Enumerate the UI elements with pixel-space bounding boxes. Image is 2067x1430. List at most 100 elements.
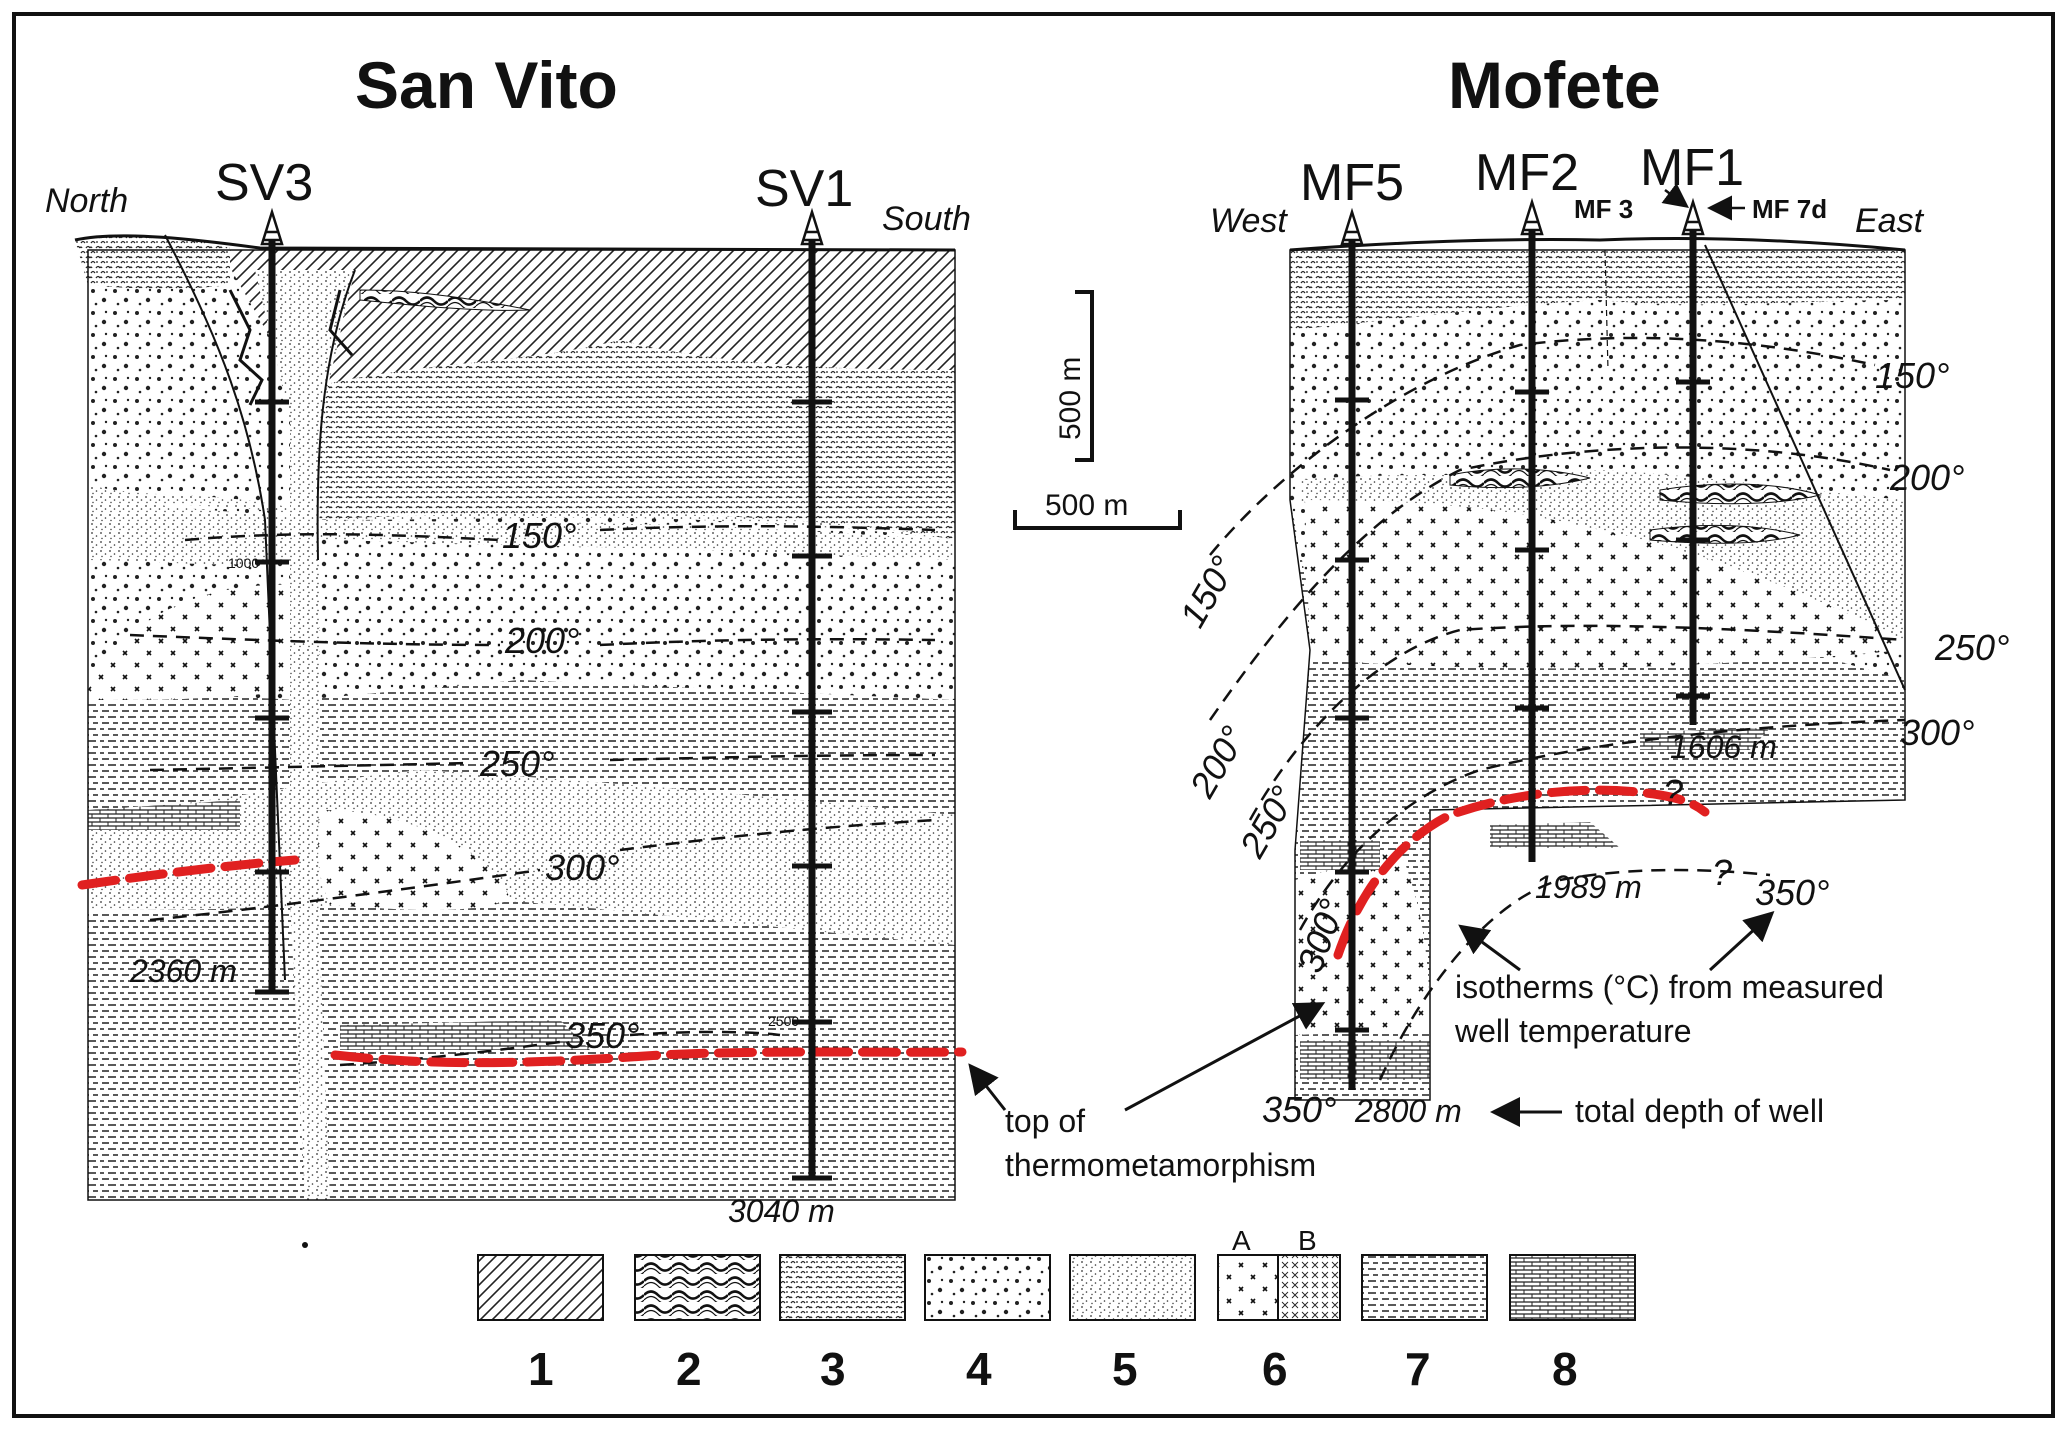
mf-isotherm-150-left: 150° — [1171, 549, 1244, 634]
mf-layer-8-band-a — [1300, 840, 1380, 870]
mf7d-inclined-well — [1704, 244, 1906, 691]
mf1-derrick-icon — [1681, 197, 1705, 236]
mf-isotherm-150-line — [1209, 336, 1876, 556]
mf-isotherm-200-left: 200° — [1181, 719, 1254, 805]
mf-layer-3-top — [1290, 250, 1905, 330]
mf1-label: MF1 — [1640, 139, 1744, 197]
mf7d-label: MF 7d — [1752, 194, 1827, 224]
sv-isotherm-150-label: 150° — [502, 515, 576, 556]
sv-layer-1 — [220, 250, 955, 390]
legend-swatch-2 — [634, 1254, 761, 1321]
sv-isotherm-250-line — [149, 753, 936, 772]
thermo-arrow-right — [1124, 1002, 1326, 1112]
mf-layer-2-lens-a — [1449, 468, 1591, 489]
mf-isotherm-150-right: 150° — [1875, 355, 1949, 396]
legend: A B 1 2 3 4 5 6 7 8 — [477, 1225, 1636, 1395]
mf1-well — [1676, 197, 1710, 725]
sv1-mark-2500: 2500 — [768, 1013, 799, 1029]
mf3-label: MF 3 — [1574, 194, 1633, 224]
legend-swatch-3 — [779, 1254, 906, 1321]
legend-swatch-7 — [1361, 1254, 1488, 1321]
legend-label-6: 6 — [1262, 1343, 1288, 1395]
sv-layer-8-band-a — [88, 800, 240, 830]
san-vito-strata — [74, 234, 956, 1201]
legend-swatch-5 — [1069, 1254, 1196, 1321]
mf2-total-depth: 1989 m — [1535, 869, 1642, 905]
legend-label-5: 5 — [1112, 1343, 1138, 1395]
mf-isotherm-200-line — [1208, 446, 1891, 721]
mf-layer-8-band-d — [1640, 728, 1770, 750]
west-label: West — [1210, 202, 1288, 240]
sv-fault-line-2 — [316, 269, 356, 561]
thermo-note-line2: thermometamorphism — [1005, 1147, 1316, 1183]
legend-label-4: 4 — [966, 1343, 992, 1395]
legend-swatch-4 — [924, 1254, 1051, 1321]
thermo-arrow-left — [968, 1063, 1007, 1111]
mf5-well — [1335, 207, 1369, 1090]
san-vito-title: San Vito — [355, 48, 618, 122]
mf5-total-depth: 2800 m — [1354, 1093, 1462, 1129]
sv-layer-2-caprock — [75, 234, 230, 289]
sv1-depth-ticks — [792, 399, 832, 1181]
thermo-note-line1: top of — [1005, 1103, 1085, 1139]
mf5-depth-ticks — [1335, 397, 1369, 1033]
horizontal-scale-bar — [1013, 510, 1182, 530]
legend-swatch-8 — [1509, 1254, 1636, 1321]
figure-frame — [12, 12, 2055, 1418]
vertical-scale-bar — [1075, 290, 1094, 462]
south-label: South — [882, 200, 971, 238]
sv-layer-5-left — [88, 490, 320, 565]
legend-swatch-1 — [477, 1254, 604, 1321]
total-depth-note: total depth of well — [1575, 1093, 1824, 1129]
mf3-well-line — [1604, 249, 1609, 371]
mofete-section: Mofete West East MF5 MF2 MF1 MF 3 MF 7d … — [1171, 48, 2009, 1130]
mofete-title: Mofete — [1448, 48, 1661, 122]
mf-isotherm-lines — [1208, 336, 1906, 1081]
mf-isotherm-300-right: 300° — [1900, 712, 1974, 753]
sv-dike — [255, 270, 355, 1200]
mf-layer-2-lens-b — [1659, 483, 1822, 505]
mf-layer-8-band-c — [1300, 1040, 1430, 1080]
isotherms-note-line2: well temperature — [1454, 1013, 1692, 1049]
mf5-label: MF5 — [1300, 154, 1404, 212]
mf-isotherm-250-line — [1248, 624, 1906, 821]
isotherms-arrow-right — [1708, 910, 1775, 972]
mf1-depth-ticks — [1676, 379, 1710, 699]
annotations: isotherms (°C) from measured well temper… — [968, 910, 1884, 1183]
north-label: North — [45, 182, 128, 220]
sv-layer-5-block — [88, 500, 955, 560]
scale-bars: 500 m 500 m — [1013, 290, 1182, 530]
legend-label-8: 8 — [1552, 1343, 1578, 1395]
mf-isotherm-350-line — [1378, 868, 1771, 1081]
isotherms-note-line1: isotherms (°C) from measured — [1455, 969, 1884, 1005]
legend-label-1: 1 — [528, 1343, 554, 1395]
sv1-total-depth: 3040 m — [728, 1193, 835, 1229]
sv3-derrick-icon — [260, 207, 284, 246]
mf2-derrick-icon — [1520, 197, 1544, 236]
sv-fault-line — [164, 234, 286, 981]
mf-isotherm-350-right: 350° — [1755, 872, 1829, 913]
stray-dot — [302, 1242, 308, 1248]
sv-isotherm-250-label: 250° — [479, 743, 554, 784]
sv1-label: SV1 — [755, 160, 853, 218]
sv-isotherm-200-label: 200° — [504, 620, 579, 661]
mf-layer-6-dome — [1305, 500, 1905, 669]
legend-sub-a: A — [1232, 1225, 1251, 1256]
sv-isotherm-350-label: 350° — [565, 1015, 639, 1056]
sv-layer-3 — [300, 340, 955, 540]
mf-isotherm-250-right: 250° — [1934, 627, 2009, 668]
sv-isotherm-300-line — [149, 818, 936, 922]
horizontal-scale-label: 500 m — [1045, 489, 1128, 522]
mofete-strata — [1289, 236, 1906, 1101]
mf-question-mark-1: ? — [1663, 772, 1683, 813]
mf2-depth-ticks — [1515, 389, 1549, 711]
sv3-label: SV3 — [215, 154, 313, 212]
mf1-total-depth: 1606 m — [1670, 729, 1777, 765]
legend-label-3: 3 — [820, 1343, 846, 1395]
sv3-depth-ticks — [255, 399, 289, 995]
sv3-total-depth: 2360 m — [129, 953, 237, 989]
sv-isotherm-200-line — [129, 633, 936, 647]
legend-swatch-6a — [1217, 1254, 1279, 1321]
